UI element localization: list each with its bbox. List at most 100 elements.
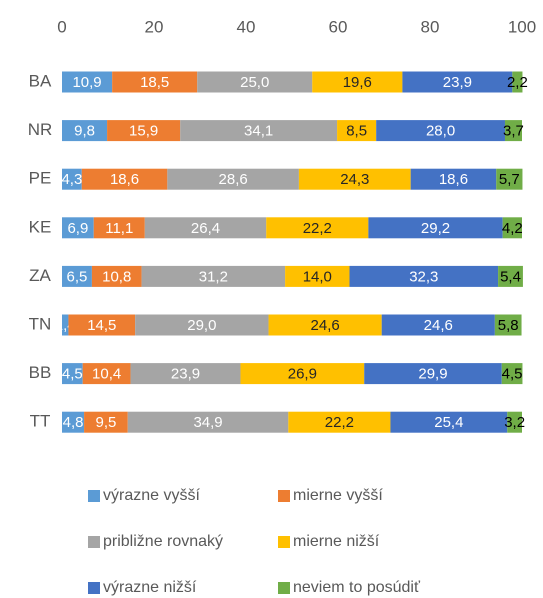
bar-segment: [62, 217, 94, 239]
x-tick-label: 20: [145, 17, 164, 36]
value-label: 31,2: [199, 268, 228, 285]
bar-segment: [496, 168, 523, 190]
bar-segment: [82, 363, 131, 385]
bar-segment: [62, 314, 69, 336]
legend-swatch: [278, 582, 290, 594]
value-label: 14,5: [87, 317, 116, 334]
bar-segment: [130, 363, 241, 385]
value-label: 4,5: [62, 366, 83, 383]
value-label: 10,9: [72, 74, 101, 91]
value-label: 2,2: [507, 74, 528, 91]
legend-label: približne rovnaký: [103, 533, 223, 550]
bar-segment: [507, 411, 522, 433]
value-label: 8,5: [346, 123, 367, 140]
value-label: 23,9: [443, 74, 472, 91]
bar-segment: [62, 363, 83, 385]
legend-label: mierne nižší: [293, 533, 380, 550]
x-tick-label: 0: [57, 17, 66, 36]
value-label: 25,4: [434, 414, 463, 431]
value-label: 18,6: [439, 171, 468, 188]
value-label: 25,0: [240, 74, 269, 91]
value-label: 4,3: [61, 171, 82, 188]
value-label: 24,6: [424, 317, 453, 334]
legend-label: mierne vyšší: [293, 487, 383, 504]
bar-segment: [240, 363, 365, 385]
value-label: 4,2: [502, 220, 523, 237]
bar-segment: [410, 168, 497, 190]
category-label: TT: [30, 412, 51, 431]
bar-segment: [390, 411, 508, 433]
value-label: 10,8: [102, 268, 131, 285]
value-label: 19,6: [343, 74, 372, 91]
bar-segment: [312, 71, 403, 93]
bar-segment: [504, 120, 522, 142]
bar-segment: [381, 314, 495, 336]
category-label: NR: [28, 120, 53, 139]
bar-segment: [112, 71, 198, 93]
bar-segment: [68, 314, 136, 336]
legend-swatch: [88, 582, 100, 594]
value-label: 28,0: [426, 123, 455, 140]
category-label: BB: [29, 363, 52, 382]
bar-segment: [62, 265, 92, 287]
bar-segment: [127, 411, 289, 433]
value-label: 10,4: [92, 366, 121, 383]
bar-segment: [364, 363, 502, 385]
bar-segment: [494, 314, 522, 336]
value-label: 23,9: [171, 366, 200, 383]
legend-swatch: [278, 536, 290, 548]
bar-segment: [376, 120, 505, 142]
bar-segment: [285, 265, 350, 287]
value-label: 29,9: [418, 366, 447, 383]
value-label: 29,0: [187, 317, 216, 334]
bar-segment: [62, 411, 85, 433]
value-label: 9,5: [96, 414, 117, 431]
legend-label: neviem to posúdiť: [293, 579, 421, 596]
value-label: 11,1: [105, 220, 133, 237]
value-label: 5,8: [498, 317, 519, 334]
bar-segment: [266, 217, 369, 239]
bar-segment: [298, 168, 411, 190]
bar-segment: [349, 265, 499, 287]
value-label: 3,7: [503, 123, 524, 140]
legend-label: výrazne vyšší: [103, 487, 200, 504]
value-label: 22,2: [325, 414, 354, 431]
bar-segment: [498, 265, 523, 287]
bar-segment: [502, 217, 522, 239]
bar-segment: [268, 314, 382, 336]
bar-segment: [93, 217, 145, 239]
value-label: 34,9: [193, 414, 222, 431]
value-label: 32,3: [409, 268, 438, 285]
value-label: 15,9: [129, 123, 158, 140]
legend-label: výrazne nižší: [103, 579, 197, 596]
value-label: 24,6: [311, 317, 340, 334]
bar-segment: [91, 265, 142, 287]
value-label: 9,8: [74, 123, 95, 140]
value-label: 26,4: [191, 220, 220, 237]
category-label: TN: [29, 314, 52, 333]
value-label: 34,1: [244, 123, 273, 140]
x-tick-label: 40: [237, 17, 256, 36]
bar-segment: [288, 411, 391, 433]
bar-segment: [62, 120, 108, 142]
value-label: 29,2: [421, 220, 450, 237]
value-label: 18,6: [110, 171, 139, 188]
x-tick-label: 80: [421, 17, 440, 36]
value-label: 18,5: [140, 74, 169, 91]
value-label: 3,2: [504, 414, 525, 431]
value-label: 26,9: [288, 366, 317, 383]
category-label: KE: [29, 217, 52, 236]
value-label: 4,8: [63, 414, 84, 431]
bar-segment: [180, 120, 338, 142]
value-label: 4,5: [502, 366, 523, 383]
bar-segment: [337, 120, 377, 142]
bar-segment: [135, 314, 269, 336]
bar-segment: [84, 411, 128, 433]
legend-swatch: [88, 490, 100, 502]
bar-segment: [501, 363, 523, 385]
value-label: 28,6: [219, 171, 248, 188]
legend-swatch: [278, 490, 290, 502]
bar-segment: [512, 71, 523, 93]
category-label: BA: [29, 71, 52, 90]
x-tick-label: 60: [329, 17, 348, 36]
